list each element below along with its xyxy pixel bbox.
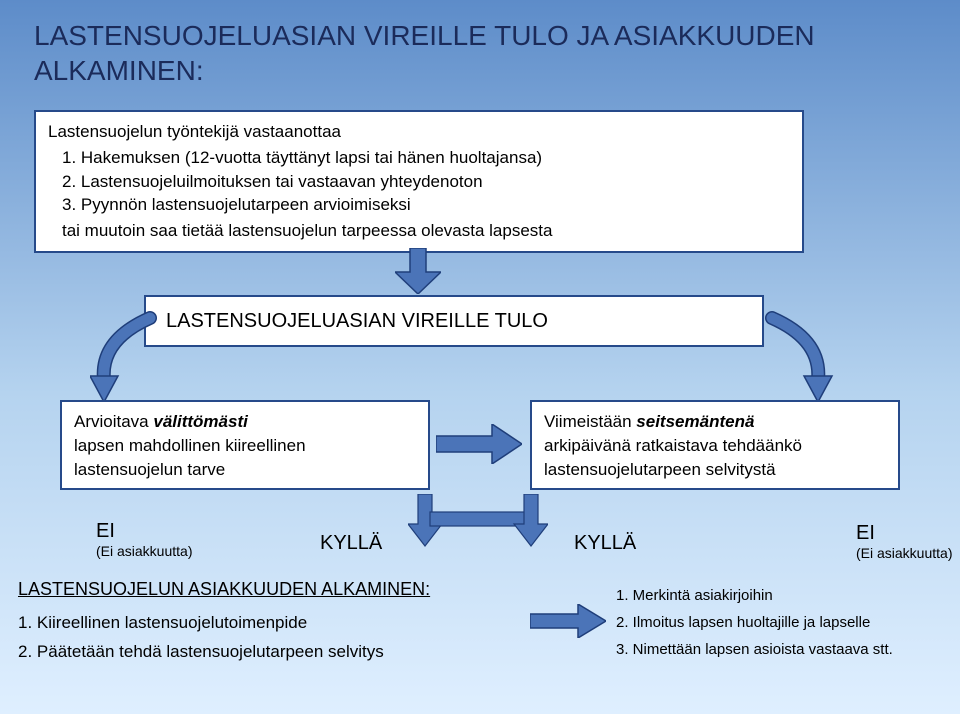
list-item: 2. Päätetään tehdä lastensuojelutarpeen … — [18, 638, 538, 667]
intake-list: 1. Hakemuksen (12-vuotta täyttänyt lapsi… — [62, 146, 790, 217]
text: Viimeistään — [544, 412, 636, 431]
text: arkipäivänä ratkaistava tehdäänkö — [544, 436, 802, 455]
intake-item: 1. Hakemuksen (12-vuotta täyttänyt lapsi… — [62, 146, 790, 170]
arrow-right-icon — [436, 424, 522, 464]
arrow-curve-right-icon — [756, 310, 836, 410]
followup-list: 1. Merkintä asiakirjoihin 2. Ilmoitus la… — [616, 582, 956, 663]
list-item: 2. Ilmoitus lapsen huoltajille ja lapsel… — [616, 609, 956, 636]
intake-lead: Lastensuojelun työntekijä vastaanottaa — [48, 120, 790, 144]
ei-label: EI — [96, 520, 192, 543]
arrow-curve-left-icon — [90, 310, 170, 410]
text: lastensuojelun tarve — [74, 460, 225, 479]
asiakkuus-list: 1. Kiireellinen lastensuojelutoimenpide … — [18, 609, 538, 667]
decision-kylla-right: KYLLÄ — [574, 532, 636, 555]
intake-item: 3. Pyynnön lastensuojelutarpeen arvioimi… — [62, 193, 790, 217]
intake-trail: tai muutoin saa tietää lastensuojelun ta… — [62, 219, 790, 243]
page-title: LASTENSUOJELUASIAN VIREILLE TULO JA ASIA… — [34, 18, 960, 88]
evaluate-immediate-box: Arvioitava välittömästi lapsen mahdollin… — [60, 400, 430, 490]
intake-box: Lastensuojelun työntekijä vastaanottaa 1… — [34, 110, 804, 253]
followup-block: 1. Merkintä asiakirjoihin 2. Ilmoitus la… — [616, 582, 956, 663]
text-emph: välittömästi — [153, 412, 247, 431]
text: lastensuojelutarpeen selvitystä — [544, 460, 776, 479]
vireille-box: LASTENSUOJELUASIAN VIREILLE TULO — [144, 295, 764, 347]
list-item: 1. Merkintä asiakirjoihin — [616, 582, 956, 609]
ei-sub: (Ei asiakkuutta) — [96, 543, 192, 559]
intake-item: 2. Lastensuojeluilmoituksen tai vastaava… — [62, 170, 790, 194]
decision-kylla-left: KYLLÄ — [320, 532, 382, 555]
arrow-down-icon — [395, 248, 441, 294]
asiakkuus-heading: LASTENSUOJELUN ASIAKKUUDEN ALKAMINEN: — [18, 579, 430, 599]
arrow-down-small-icon — [408, 494, 548, 554]
arrow-right-icon — [530, 604, 606, 638]
ei-label: EI — [856, 522, 952, 545]
list-item: 1. Kiireellinen lastensuojelutoimenpide — [18, 609, 538, 638]
text: Arvioitava — [74, 412, 153, 431]
seventh-day-box: Viimeistään seitsemäntenä arkipäivänä ra… — [530, 400, 900, 490]
decision-ei-right: EI (Ei asiakkuutta) — [856, 522, 952, 561]
text-emph: seitsemäntenä — [636, 412, 754, 431]
decision-ei-left: EI (Ei asiakkuutta) — [96, 520, 192, 559]
asiakkuus-start-block: LASTENSUOJELUN ASIAKKUUDEN ALKAMINEN: 1.… — [18, 574, 538, 667]
ei-sub: (Ei asiakkuutta) — [856, 545, 952, 561]
list-item: 3. Nimettään lapsen asioista vastaava st… — [616, 636, 956, 663]
text: lapsen mahdollinen kiireellinen — [74, 436, 306, 455]
